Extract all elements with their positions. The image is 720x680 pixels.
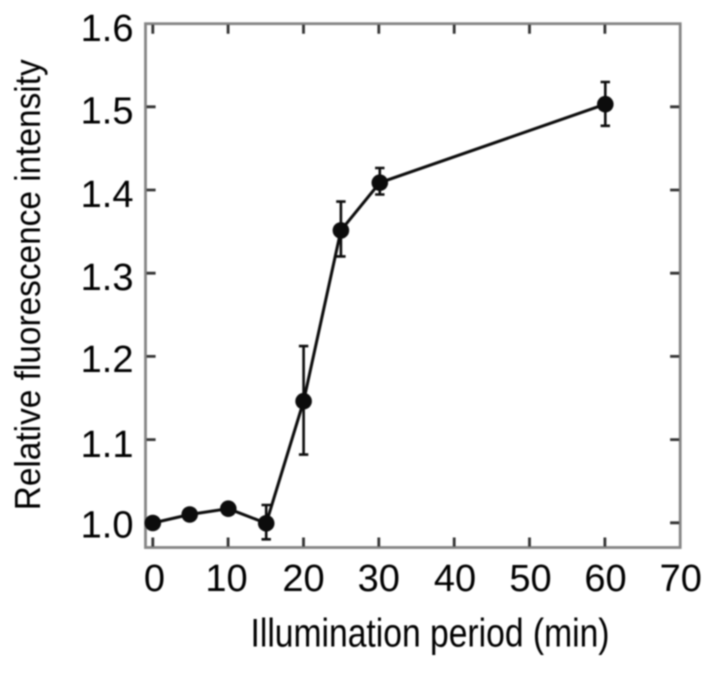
svg-text:1.0: 1.0 <box>81 505 134 547</box>
svg-text:20: 20 <box>282 558 324 600</box>
svg-text:1.5: 1.5 <box>81 91 134 133</box>
svg-text:1.2: 1.2 <box>81 339 134 381</box>
svg-text:30: 30 <box>358 558 400 600</box>
svg-text:1.3: 1.3 <box>81 257 134 299</box>
svg-text:1.4: 1.4 <box>81 174 134 216</box>
svg-text:50: 50 <box>509 558 551 600</box>
svg-text:Illumination period (min): Illumination period (min) <box>251 611 610 655</box>
svg-text:1.1: 1.1 <box>81 424 134 466</box>
svg-text:40: 40 <box>434 558 476 600</box>
svg-text:1.6: 1.6 <box>81 8 134 50</box>
svg-text:60: 60 <box>584 558 626 600</box>
svg-text:70: 70 <box>660 558 702 600</box>
svg-text:Relative fluorescence intensit: Relative fluorescence intensity <box>7 59 48 510</box>
svg-text:10: 10 <box>205 558 247 600</box>
svg-text:0: 0 <box>144 558 165 600</box>
